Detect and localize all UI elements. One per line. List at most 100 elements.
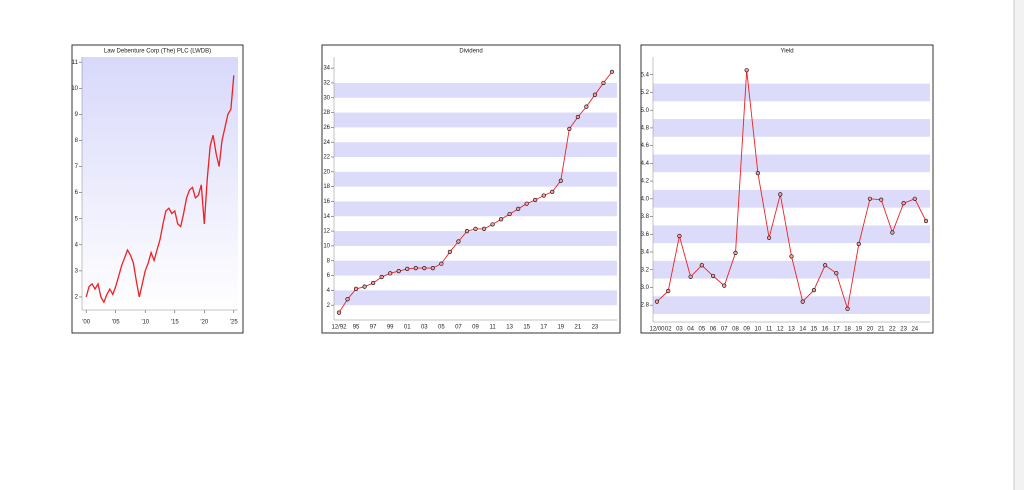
data-point <box>439 261 444 266</box>
y-tick-label: 2 <box>327 303 331 309</box>
x-tick-label: 21 <box>878 327 885 333</box>
x-tick-label: 03 <box>676 327 683 333</box>
x-tick-label: 08 <box>732 327 739 333</box>
data-point <box>744 68 749 73</box>
grid-band <box>334 201 617 217</box>
y-tick-label: 4.8 <box>641 125 650 131</box>
grid-band <box>334 112 617 128</box>
plot-area <box>82 57 238 310</box>
grid-band <box>653 296 930 315</box>
data-point <box>800 299 805 304</box>
data-point <box>422 266 427 271</box>
data-point <box>755 171 760 176</box>
data-point <box>584 104 589 109</box>
y-tick-label: 8 <box>327 258 331 264</box>
x-tick-label: 09 <box>743 327 750 333</box>
data-point <box>447 249 453 254</box>
x-tick-label: 13 <box>788 327 795 333</box>
data-point <box>845 306 850 311</box>
x-tick-label: 10 <box>755 327 762 333</box>
y-tick-label: 4.0 <box>641 196 650 202</box>
data-point <box>722 283 727 288</box>
y-tick-label: 10 <box>323 243 330 249</box>
x-tick-label: '10 <box>141 320 149 326</box>
y-tick-label: 16 <box>323 199 330 205</box>
y-tick-label: 22 <box>323 155 330 161</box>
x-tick-label: 12 <box>777 327 784 333</box>
x-tick-label: 24 <box>911 327 918 333</box>
y-tick-label: 3.2 <box>641 267 650 273</box>
x-tick-label: 07 <box>721 327 728 333</box>
x-tick-label: 15 <box>523 325 530 331</box>
x-tick-label: 18 <box>844 327 851 333</box>
data-point <box>766 235 772 240</box>
y-tick-label: 30 <box>323 95 330 101</box>
y-tick-label: 3.6 <box>641 232 650 238</box>
y-tick-label: 14 <box>323 214 330 220</box>
y-tick-label: 4 <box>327 288 331 294</box>
x-tick-label: 23 <box>592 325 599 331</box>
data-point <box>710 273 716 279</box>
chart-title: Law Debenture Corp (The) PLC (LWDB) <box>104 49 211 55</box>
y-tick-label: 6 <box>75 190 79 196</box>
y-tick-label: 18 <box>323 184 330 190</box>
y-tick-label: 5.2 <box>641 90 650 96</box>
grid-band <box>653 260 930 279</box>
scrollbar[interactable] <box>1014 0 1024 490</box>
x-tick-label: 15 <box>811 327 818 333</box>
data-point <box>464 228 470 234</box>
data-point <box>516 206 521 211</box>
data-point <box>890 230 895 235</box>
x-tick-label: '05 <box>112 320 120 326</box>
x-tick-label: 05 <box>438 325 445 331</box>
data-point <box>666 288 671 294</box>
y-tick-label: 4.6 <box>641 143 650 149</box>
chart-title: Dividend <box>459 49 482 55</box>
y-tick-label: 32 <box>323 81 330 87</box>
x-tick-label: 97 <box>370 325 377 331</box>
data-point <box>789 254 794 259</box>
x-tick-label: 21 <box>575 325 582 331</box>
x-tick-label: 03 <box>421 325 428 331</box>
data-point <box>699 263 704 268</box>
data-point <box>533 197 538 203</box>
y-tick-label: 9 <box>75 112 79 118</box>
x-tick-label: 20 <box>867 327 874 333</box>
data-point <box>345 297 350 302</box>
x-tick-label: 14 <box>799 327 806 333</box>
grid-band <box>334 142 617 158</box>
data-point <box>456 239 461 244</box>
y-tick-label: 3.4 <box>641 250 650 256</box>
x-tick-label: 19 <box>855 327 862 333</box>
data-point <box>413 266 418 271</box>
data-point <box>834 271 839 276</box>
grid-band <box>334 171 617 187</box>
data-line <box>85 75 235 304</box>
x-tick-label: 13 <box>506 325 513 331</box>
data-point <box>353 286 359 291</box>
data-point <box>688 274 693 279</box>
data-point <box>396 269 401 274</box>
grid-band <box>334 290 617 306</box>
data-point <box>541 193 546 198</box>
y-tick-label: 5 <box>75 216 79 222</box>
data-point <box>336 310 342 315</box>
grid-band <box>653 189 930 208</box>
data-point <box>823 263 828 268</box>
grid-band <box>334 260 617 276</box>
data-point <box>498 217 504 222</box>
y-tick-label: 4.4 <box>641 161 650 167</box>
x-tick-label: 11 <box>489 325 496 331</box>
y-tick-label: 12 <box>323 229 330 235</box>
data-point <box>558 178 563 183</box>
x-tick-label: 17 <box>833 327 840 333</box>
data-point <box>550 189 555 194</box>
y-tick-label: 3.8 <box>641 214 650 220</box>
data-point <box>654 299 660 304</box>
data-point <box>677 233 682 239</box>
data-point <box>379 274 384 280</box>
data-point <box>901 201 906 206</box>
x-tick-label: 95 <box>353 325 360 331</box>
y-tick-label: 5.0 <box>641 108 650 114</box>
